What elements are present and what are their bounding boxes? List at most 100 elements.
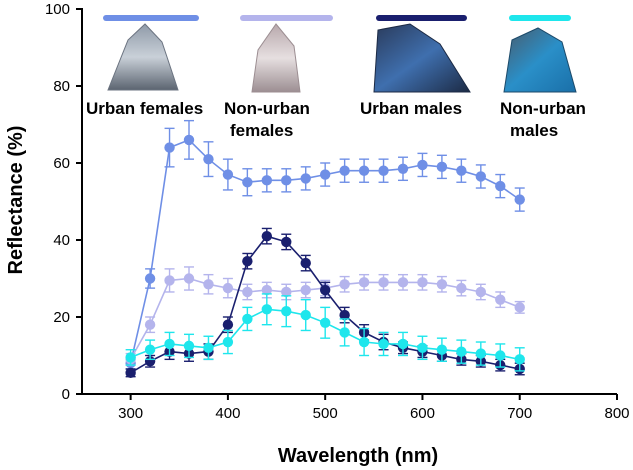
y-axis-ticks: 0 20 40 60 80 100 xyxy=(45,1,82,403)
data-point-non-urban-females xyxy=(397,277,409,288)
data-point-urban-females xyxy=(144,273,156,284)
x-tick-label: 300 xyxy=(118,405,143,422)
data-point-non-urban-females xyxy=(222,282,234,294)
data-point-non-urban-females xyxy=(417,277,428,288)
data-point-non-urban-males xyxy=(397,338,409,350)
x-axis-title: Wavelength (nm) xyxy=(278,445,438,467)
data-point-non-urban-females xyxy=(436,279,448,290)
y-tick-label: 60 xyxy=(53,155,70,172)
data-point-non-urban-females xyxy=(242,286,253,298)
y-tick-label: 20 xyxy=(53,309,70,326)
data-point-urban-males xyxy=(319,284,331,296)
legend-item-non-urban-males: Non-urban males xyxy=(500,15,586,140)
y-tick-label: 40 xyxy=(53,232,70,249)
data-point-non-urban-males xyxy=(339,327,350,338)
x-tick-label: 600 xyxy=(410,405,435,422)
legend-item-urban-females: Urban females xyxy=(86,15,203,118)
data-point-non-urban-males xyxy=(183,340,195,352)
data-point-non-urban-males xyxy=(261,304,273,315)
data-point-non-urban-females xyxy=(475,286,487,298)
data-point-urban-males xyxy=(242,255,253,267)
data-point-urban-males xyxy=(300,257,311,269)
scale-patch-urban-female-icon xyxy=(107,23,179,91)
legend: Urban females Non-urban females Urban mal… xyxy=(86,15,586,140)
data-point-non-urban-males xyxy=(242,313,253,325)
data-point-non-urban-males xyxy=(144,344,156,355)
data-point-urban-females xyxy=(339,165,350,176)
data-point-urban-males xyxy=(222,319,234,330)
data-point-urban-males xyxy=(125,367,136,379)
data-point-non-urban-females xyxy=(456,282,467,294)
data-point-non-urban-males xyxy=(358,336,370,348)
data-point-non-urban-males xyxy=(319,317,331,328)
data-point-urban-females xyxy=(203,153,214,165)
data-point-urban-females xyxy=(164,142,175,153)
data-point-non-urban-males xyxy=(203,342,214,353)
legend-item-non-urban-females: Non-urban females xyxy=(224,15,333,140)
data-point-non-urban-males xyxy=(475,348,487,359)
data-point-urban-females xyxy=(183,134,195,146)
scale-patch-nonurban-female-icon xyxy=(251,23,301,93)
data-point-non-urban-females xyxy=(164,275,175,286)
data-point-non-urban-females xyxy=(514,302,525,313)
data-point-urban-females xyxy=(319,169,331,180)
x-tick-label: 500 xyxy=(313,405,338,422)
data-point-urban-females xyxy=(436,161,448,173)
data-point-non-urban-females xyxy=(203,279,214,290)
series-non-urban-males xyxy=(125,293,525,372)
data-point-non-urban-males xyxy=(514,354,525,365)
x-axis-ticks: 300 400 500 600 700 800 xyxy=(118,394,630,422)
scale-patch-nonurban-male-icon xyxy=(503,27,577,93)
x-tick-label: 800 xyxy=(604,405,629,422)
data-point-non-urban-females xyxy=(378,277,389,288)
x-tick-label: 700 xyxy=(507,405,532,422)
data-point-urban-females xyxy=(495,180,506,192)
y-tick-label: 100 xyxy=(45,1,70,18)
data-point-urban-females xyxy=(261,175,273,186)
plot-area xyxy=(125,119,525,379)
data-point-urban-females xyxy=(378,165,389,176)
data-point-non-urban-males xyxy=(378,338,389,350)
data-point-urban-females xyxy=(514,194,525,205)
data-point-non-urban-females xyxy=(144,319,156,330)
data-point-urban-males xyxy=(261,230,273,242)
legend-label-urban-males: Urban males xyxy=(360,99,462,118)
data-point-non-urban-females xyxy=(300,284,311,296)
y-axis-title: Reflectance (%) xyxy=(5,126,27,275)
y-tick-label: 0 xyxy=(62,386,70,403)
data-point-non-urban-males xyxy=(281,306,292,317)
data-point-urban-males xyxy=(281,236,292,248)
legend-label-urban-females: Urban females xyxy=(86,99,203,118)
data-point-non-urban-males xyxy=(436,344,448,355)
data-point-non-urban-females xyxy=(495,294,506,305)
data-point-non-urban-females xyxy=(358,277,370,288)
data-point-non-urban-males xyxy=(456,346,467,357)
series-urban-males xyxy=(125,227,525,379)
x-tick-label: 400 xyxy=(215,405,240,422)
data-point-urban-females xyxy=(475,171,487,182)
data-point-non-urban-males xyxy=(164,338,175,350)
data-point-urban-females xyxy=(397,163,409,174)
data-point-urban-females xyxy=(222,169,234,180)
data-point-non-urban-males xyxy=(300,309,311,321)
data-point-non-urban-females xyxy=(339,279,350,290)
data-point-urban-females xyxy=(300,173,311,184)
data-point-urban-females xyxy=(456,165,467,176)
legend-label-non-urban-males: Non-urban males xyxy=(500,99,586,140)
data-point-non-urban-males xyxy=(495,350,506,361)
data-point-urban-females xyxy=(242,177,253,188)
data-point-non-urban-females xyxy=(183,273,195,284)
data-point-urban-females xyxy=(417,159,428,171)
data-point-urban-females xyxy=(281,175,292,186)
legend-label-non-urban-females: Non-urban females xyxy=(224,99,310,140)
data-point-urban-females xyxy=(358,165,370,176)
scale-patch-urban-male-icon xyxy=(373,23,471,93)
data-point-urban-males xyxy=(339,309,350,321)
y-tick-label: 80 xyxy=(53,78,70,95)
data-point-non-urban-males xyxy=(222,336,234,348)
data-point-non-urban-males xyxy=(125,352,136,363)
data-point-non-urban-females xyxy=(281,286,292,298)
data-point-non-urban-males xyxy=(417,342,428,353)
data-point-non-urban-females xyxy=(261,284,273,296)
